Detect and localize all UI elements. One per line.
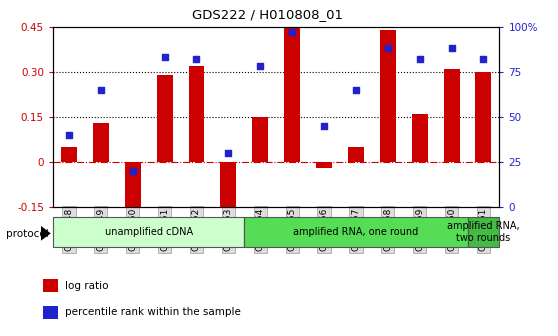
Text: unamplified cDNA: unamplified cDNA <box>104 227 193 237</box>
Bar <box>93 123 109 162</box>
Bar <box>189 66 204 162</box>
Bar <box>44 306 58 319</box>
Point <box>128 168 137 173</box>
Point <box>320 123 329 128</box>
Point <box>97 87 105 92</box>
Bar <box>284 27 300 162</box>
Bar <box>157 75 172 162</box>
Point <box>383 46 392 51</box>
Point <box>447 46 456 51</box>
Bar <box>244 217 468 247</box>
Bar <box>44 279 58 292</box>
Point <box>479 56 488 62</box>
Point <box>224 150 233 155</box>
Text: percentile rank within the sample: percentile rank within the sample <box>65 307 241 317</box>
Bar <box>348 147 364 162</box>
Point <box>192 56 201 62</box>
Bar <box>475 72 492 162</box>
Bar <box>444 69 460 162</box>
Bar <box>316 162 332 168</box>
Text: GDS222 / H010808_01: GDS222 / H010808_01 <box>193 8 343 22</box>
Bar <box>53 217 244 247</box>
Bar <box>468 217 499 247</box>
Bar <box>61 147 77 162</box>
Point <box>415 56 424 62</box>
Bar <box>125 162 141 216</box>
Point <box>160 55 169 60</box>
Point <box>256 64 264 69</box>
Text: log ratio: log ratio <box>65 281 109 291</box>
Text: amplified RNA, one round: amplified RNA, one round <box>294 227 418 237</box>
Polygon shape <box>41 226 51 241</box>
Bar <box>380 30 396 162</box>
Text: amplified RNA,
two rounds: amplified RNA, two rounds <box>447 221 520 243</box>
Bar <box>412 114 427 162</box>
Bar <box>252 117 268 162</box>
Text: protocol: protocol <box>6 228 49 239</box>
Point <box>352 87 360 92</box>
Point <box>288 30 297 35</box>
Bar <box>220 162 237 216</box>
Point <box>65 132 74 137</box>
